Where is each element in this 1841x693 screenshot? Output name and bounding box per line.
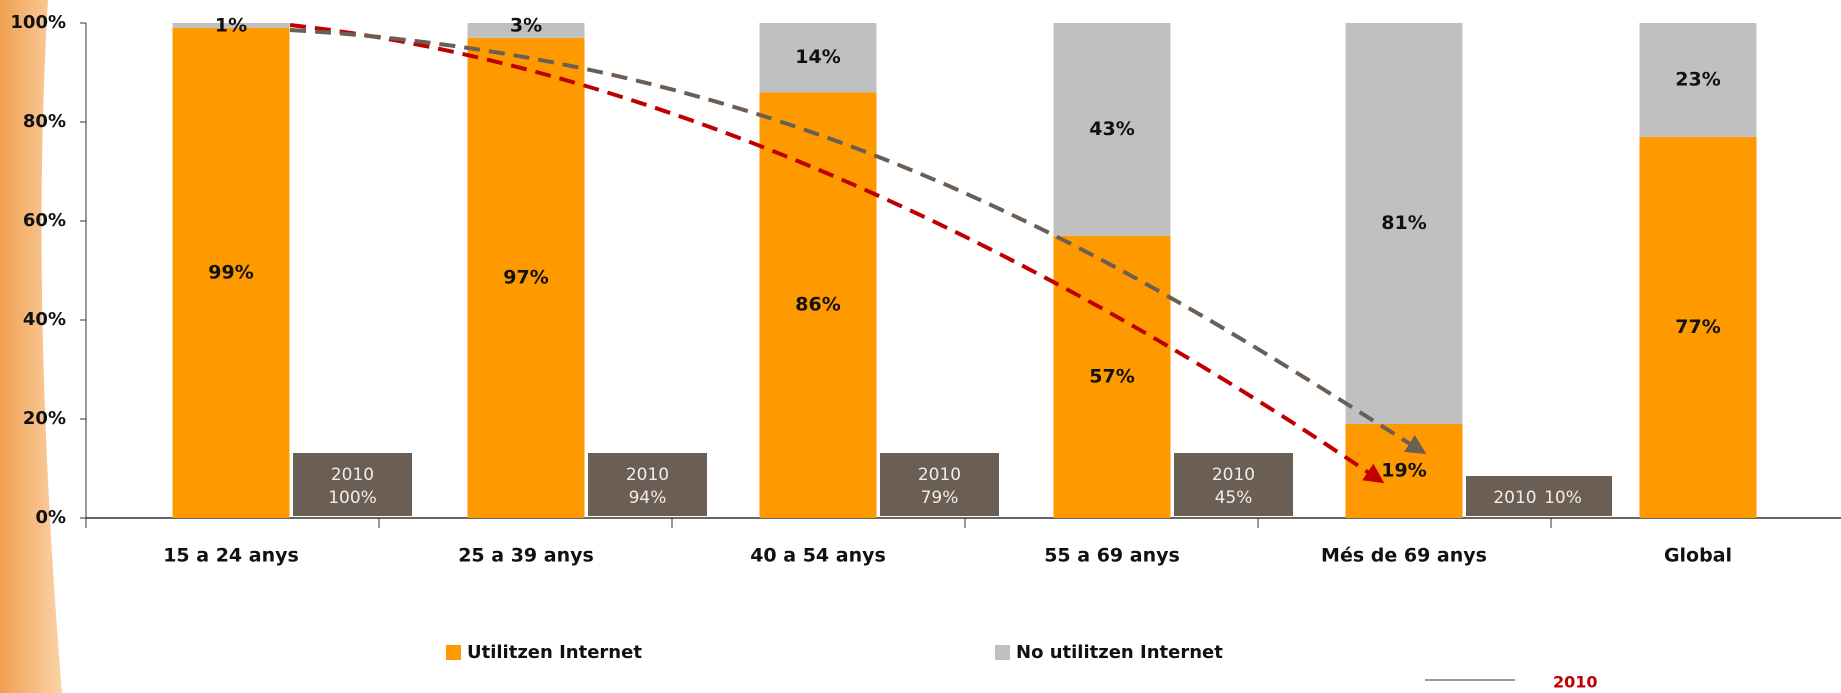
annotation-box (588, 453, 707, 516)
annotation-year: 2010 (331, 465, 374, 485)
value-label: 19% (1381, 459, 1426, 481)
legend-swatch (995, 645, 1010, 660)
y-tick-label: 60% (23, 210, 66, 231)
trend-arrow (289, 28, 1427, 455)
value-label: 77% (1675, 316, 1720, 338)
bar-segment (1639, 136, 1757, 518)
value-label: 43% (1089, 118, 1134, 140)
legend-label: No utilitzen Internet (1016, 642, 1223, 663)
x-tick-label: Global (1664, 545, 1732, 567)
annotation-box (293, 453, 412, 516)
bar-segment (759, 23, 877, 93)
value-label: 23% (1675, 68, 1720, 90)
plot: 0% 20% 40% 60% 80% 100% 15 a 24 anys 99% 1% 25 a … (10, 12, 1841, 663)
annotation-value: 10% (1544, 488, 1582, 508)
trend-arrow (289, 23, 1385, 484)
annotation-box (1174, 453, 1293, 516)
bar-segment (172, 23, 290, 28)
bar-segment (759, 92, 877, 519)
y-tick-label: 100% (10, 12, 66, 33)
bar-segment (172, 27, 290, 518)
x-tick-label: 40 a 54 anys (750, 545, 886, 567)
x-tick-label: Més de 69 anys (1321, 545, 1487, 567)
y-tick-label: 20% (23, 408, 66, 429)
value-label: 57% (1089, 365, 1134, 387)
y-tick-label: 0% (35, 507, 66, 528)
annotation-year: 2010 (1212, 465, 1255, 485)
annotation-year: 2010 (918, 465, 961, 485)
annotation-value: 94% (629, 488, 667, 508)
x-tick-label: 55 a 69 anys (1044, 545, 1180, 567)
bar-segment (1053, 235, 1171, 518)
x-tick-label: 25 a 39 anys (458, 545, 594, 567)
annotation-value: 100% (328, 488, 377, 508)
bar-segment (1053, 23, 1171, 236)
legend-swatch (446, 645, 461, 660)
value-label: 1% (215, 15, 247, 37)
annotation-value: 79% (921, 488, 959, 508)
value-label: 86% (795, 294, 840, 316)
annotation-box (880, 453, 999, 516)
bar-segment (467, 37, 585, 518)
y-tick-label: 80% (23, 111, 66, 132)
side-decoration (0, 0, 62, 693)
legend-note: 2010 (1553, 673, 1598, 692)
value-label: 3% (510, 15, 542, 37)
annotation-box (1466, 476, 1612, 516)
bar-segment (467, 23, 585, 38)
y-tick-label: 40% (23, 309, 66, 330)
x-tick-label: 15 a 24 anys (163, 545, 299, 567)
value-label: 14% (795, 46, 840, 68)
value-label: 99% (208, 261, 253, 283)
value-label: 81% (1381, 212, 1426, 234)
annotation-year: 2010 (626, 465, 669, 485)
annotation-year: 2010 (1493, 488, 1536, 508)
value-label: 97% (503, 266, 548, 288)
legend-label: Utilitzen Internet (467, 642, 642, 663)
annotation-value: 45% (1215, 488, 1253, 508)
bar-segment (1345, 23, 1463, 424)
bar-segment (1639, 23, 1757, 137)
